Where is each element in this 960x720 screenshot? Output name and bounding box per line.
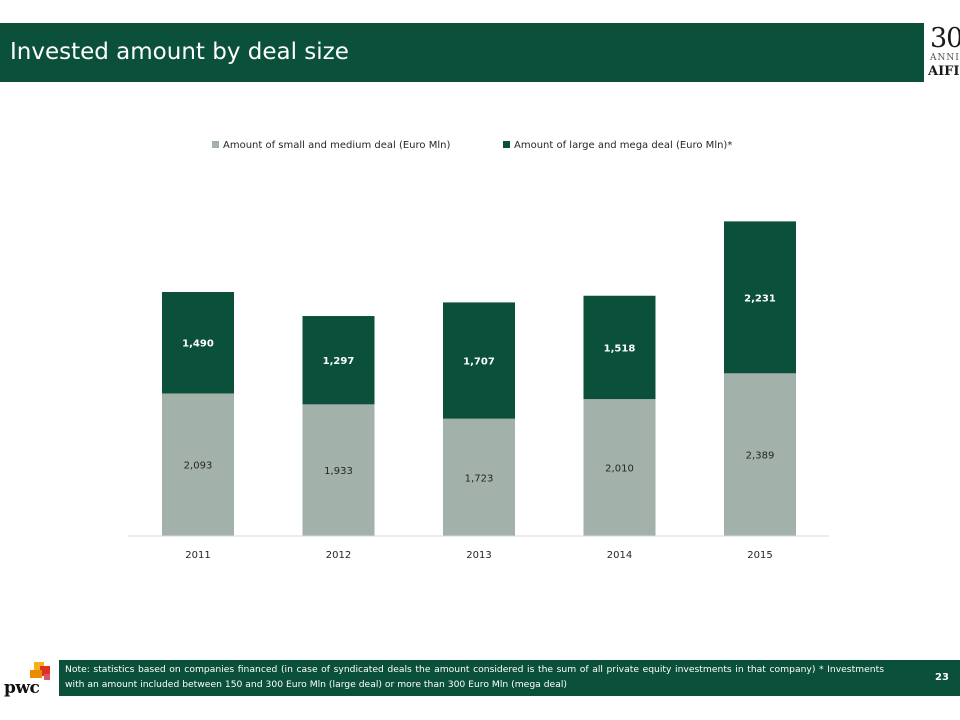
data-label-small-medium-2015: 2,389 (746, 451, 775, 462)
x-tick-2013: 2013 (466, 550, 491, 561)
pwc-logo: pwc (4, 660, 56, 700)
chart-legend: Amount of small and medium deal (Euro Ml… (212, 140, 732, 151)
data-label-small-medium-2013: 1,723 (465, 473, 494, 484)
bar-large-mega-2013 (443, 302, 515, 419)
bar-large-mega-2015 (724, 221, 796, 374)
logo-name: AIFI (928, 64, 960, 79)
bar-small-medium-2011 (162, 393, 234, 536)
page-number: 23 (924, 660, 960, 696)
legend-swatch-2 (503, 141, 510, 148)
data-label-large-mega-2015: 2,231 (744, 293, 776, 304)
legend-label-2: Amount of large and mega deal (Euro Mln)… (514, 140, 732, 151)
bar-small-medium-2012 (302, 404, 375, 536)
page-title: Invested amount by deal size (10, 39, 349, 65)
data-label-small-medium-2011: 2,093 (184, 461, 213, 472)
logo-anni: ANNI (930, 53, 960, 63)
data-label-large-mega-2011: 1,490 (182, 339, 214, 350)
bar-large-mega-2011 (162, 291, 234, 394)
data-label-large-mega-2014: 1,518 (604, 343, 636, 354)
title-bar: Invested amount by deal size (0, 23, 924, 82)
x-axis-ticks: 2011 2012 2013 2014 2015 (185, 550, 772, 561)
logo-number: 30 (930, 24, 960, 54)
x-tick-2015: 2015 (747, 550, 772, 561)
chart-bars: 2,093 1,490 1,933 1,297 1,723 1,707 2,010 1,518… (162, 221, 796, 536)
bar-small-medium-2014 (583, 399, 656, 536)
x-tick-2014: 2014 (607, 550, 632, 561)
data-label-small-medium-2014: 2,010 (605, 464, 634, 475)
legend-label-1: Amount of small and medium deal (Euro Ml… (223, 140, 450, 151)
data-label-small-medium-2012: 1,933 (324, 466, 353, 477)
pwc-wordmark: pwc (4, 678, 40, 698)
x-tick-2012: 2012 (326, 550, 351, 561)
bar-large-mega-2012 (302, 316, 375, 405)
pwc-logo-mark (30, 662, 50, 680)
x-tick-2011: 2011 (185, 550, 210, 561)
data-label-large-mega-2012: 1,297 (323, 356, 355, 367)
footer-note: Note: statistics based on companies fina… (59, 660, 924, 696)
bar-small-medium-2015 (724, 373, 796, 536)
bar-small-medium-2013 (443, 418, 515, 536)
data-label-large-mega-2013: 1,707 (463, 357, 495, 368)
bar-large-mega-2014 (583, 295, 656, 400)
aifi-30-anni-logo: 30 ANNI AIFI (928, 24, 960, 82)
legend-swatch-1 (212, 141, 219, 148)
